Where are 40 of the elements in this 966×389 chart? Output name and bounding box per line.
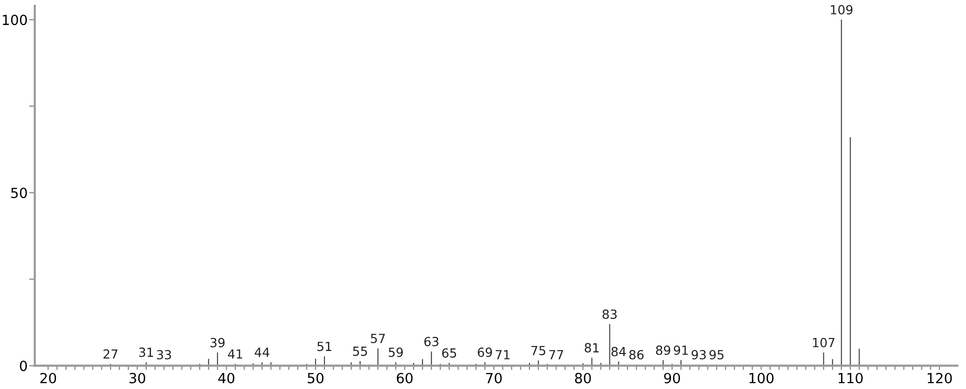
annotation: 109 [830,5,852,14]
annotation: 59 [388,348,403,357]
annotation: 51 [317,342,332,352]
annotation: 75 [531,346,546,356]
x-tick-label: 120 [928,372,952,384]
annotation: 27 [104,349,118,359]
annotation: 39 [210,338,225,348]
x-tick-label: 110 [838,372,863,384]
annotation: 83 [602,309,617,319]
annotation: 84 [611,346,626,356]
y-tick-label: 50 [11,188,27,198]
x-tick-label: 90 [664,372,680,384]
annotation: 41 [228,349,242,359]
x-tick-label: 30 [130,372,146,384]
annotation: 77 [549,350,564,360]
y-tick-label: 100 [2,14,27,26]
annotation: 69 [478,348,492,357]
annotation: 95 [709,350,724,360]
x-tick-label: 70 [486,372,502,384]
x-tick-label: 50 [308,372,324,384]
x-tick-label: 20 [40,372,56,384]
annotation: 63 [424,336,438,346]
annotation: 57 [370,334,385,344]
annotation: 55 [353,346,367,356]
x-tick-label: 40 [218,372,234,384]
y-tick-label: 0 [20,360,27,372]
x-tick-label: 80 [575,372,591,384]
x-tick-label: 60 [396,372,413,384]
annotation: 86 [629,350,644,360]
x-tick-label: 100 [749,372,774,384]
annotation: 31 [139,348,153,357]
annotation: 33 [157,350,171,360]
annotation: 71 [496,350,510,360]
annotation: 65 [442,348,456,358]
annotation: 44 [254,348,270,357]
annotation: 91 [674,345,688,355]
annotation: 89 [656,345,670,355]
annotation: 93 [692,350,706,360]
annotation: 81 [584,343,599,353]
annotation: 107 [813,338,834,348]
